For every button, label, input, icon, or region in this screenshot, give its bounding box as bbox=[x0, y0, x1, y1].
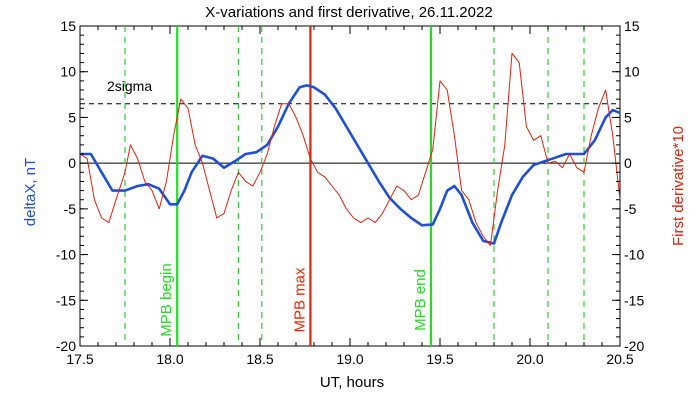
y-tick-label-right: 5 bbox=[624, 109, 632, 125]
axes: 17.5 18.0 18.5 19.0 19.5 20.0 20.5-20 -20-15 -15… bbox=[56, 18, 645, 367]
y-tick-label-right: -10 bbox=[624, 247, 644, 263]
y-tick-label-left: -20 bbox=[56, 338, 76, 354]
reference-lines bbox=[80, 26, 620, 346]
y-tick-label-left: 0 bbox=[68, 155, 76, 171]
x-tick-label: 18.0 bbox=[156, 351, 183, 367]
x-tick-label: 19.0 bbox=[336, 351, 363, 367]
x-tick-label: 18.5 bbox=[246, 351, 273, 367]
deltax-series-line bbox=[80, 84, 621, 245]
data-series bbox=[79, 52, 621, 246]
mpb-label: MPB max bbox=[291, 267, 308, 333]
derivative-series-line bbox=[79, 52, 621, 246]
y-tick-label-right: 15 bbox=[624, 18, 640, 34]
y-tick-label-left: -15 bbox=[56, 292, 76, 308]
y-tick-label-left: 15 bbox=[60, 18, 76, 34]
y-axis-label-right: First derivative*10 bbox=[670, 126, 687, 246]
y-tick-label-left: 10 bbox=[60, 64, 76, 80]
x-tick-label: 20.0 bbox=[516, 351, 543, 367]
y-tick-label-right: -5 bbox=[624, 201, 637, 217]
y-tick-label-left: -10 bbox=[56, 247, 76, 263]
marker-labels: MPB begin MPB max MPB end bbox=[158, 263, 429, 336]
mpb-label: MPB begin bbox=[158, 263, 175, 336]
y-tick-label-left: 5 bbox=[68, 109, 76, 125]
x-tick-label: 20.5 bbox=[606, 351, 633, 367]
x-tick-label: 19.5 bbox=[426, 351, 453, 367]
sigma-label: 2sigma bbox=[107, 78, 152, 94]
y-tick-label-right: -15 bbox=[624, 292, 644, 308]
chart-title: X-variations and first derivative, 26.11… bbox=[205, 4, 492, 21]
mpb-label: MPB end bbox=[412, 269, 429, 331]
y-tick-label-right: 0 bbox=[624, 155, 632, 171]
x-axis-label: UT, hours bbox=[320, 374, 384, 391]
x-tick-label: 17.5 bbox=[66, 351, 93, 367]
y-tick-label-right: -20 bbox=[624, 338, 644, 354]
y-tick-label-left: -5 bbox=[64, 201, 77, 217]
y-tick-label-right: 10 bbox=[624, 64, 640, 80]
y-axis-label-left: deltaX, nT bbox=[22, 158, 39, 226]
